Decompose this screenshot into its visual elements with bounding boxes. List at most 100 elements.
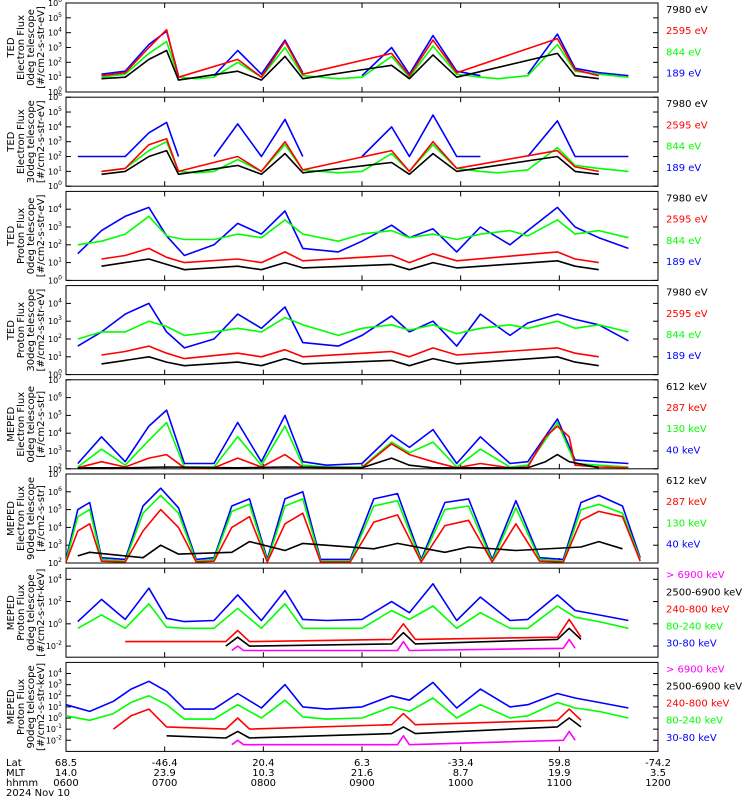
y-tick-label: 102 xyxy=(48,596,62,607)
y-tick-label: 103 xyxy=(48,315,62,326)
legend-entry: 7980 eV xyxy=(666,193,708,204)
y-axis-label: [#/cm2-s-str-eV] xyxy=(36,100,47,183)
panel-frame xyxy=(65,379,659,470)
legend-entry: 189 eV xyxy=(666,69,701,80)
legend-entry: 189 eV xyxy=(666,351,701,362)
y-axis-label: [#/cm2-s-str-eV] xyxy=(36,6,47,89)
y-axis-label: MEPED xyxy=(6,407,17,442)
y-tick-label: 106 xyxy=(48,91,62,102)
x-row-value: 19.9 xyxy=(548,768,571,779)
legend-entry: 189 eV xyxy=(666,257,701,268)
series-line xyxy=(77,583,629,623)
y-axis-label: TED xyxy=(6,131,17,152)
y-tick-label: 101 xyxy=(48,257,62,268)
x-row-value: 6.3 xyxy=(354,758,370,769)
y-axis-label: MEPED xyxy=(6,689,17,724)
y-axis-label: Electron Flux xyxy=(16,109,27,174)
y-axis-label: Proton Flux xyxy=(16,302,27,358)
y-axis-label: 0deg telescope xyxy=(26,9,37,86)
series-line xyxy=(65,487,641,561)
y-axis-label: [#/cm2-s-str-keV] xyxy=(36,663,47,751)
series-line xyxy=(225,627,582,647)
legend-entry: 189 eV xyxy=(666,163,701,174)
legend-entry: 2500-6900 keV xyxy=(666,682,742,693)
legend-entry: 7980 eV xyxy=(666,5,708,16)
legend-entry: 612 keV xyxy=(666,476,707,487)
y-tick-label: 101 xyxy=(48,71,62,82)
y-tick-label: 102 xyxy=(48,56,62,67)
y-axis-label: Electron Flux xyxy=(16,392,27,457)
y-axis-label: 90deg telescope xyxy=(26,665,37,748)
legend-entry: 80-240 keV xyxy=(666,716,723,727)
series-line xyxy=(77,114,629,158)
panel-ted-p-0: 100 101 102 103 104 TED Proton Flux 0deg telesc… xyxy=(6,190,708,285)
series-line xyxy=(77,215,629,246)
x-row-value: 3.5 xyxy=(650,768,666,779)
y-tick-label: 104 xyxy=(48,27,62,38)
x-row-value: 0800 xyxy=(250,778,277,789)
panel-ted-p-30: 100 101 102 103 104 TED Proton Flux 30deg teles… xyxy=(6,285,708,380)
legend-entry: 240-800 keV xyxy=(666,604,730,615)
legend-entry: > 6900 keV xyxy=(666,570,725,581)
y-tick-label: 104 xyxy=(48,297,62,308)
legend-entry: 80-240 keV xyxy=(666,622,723,633)
y-tick-label: 105 xyxy=(48,504,62,515)
y-axis-label: TED xyxy=(6,226,17,247)
x-row-value: 8.7 xyxy=(452,768,469,779)
legend-entry: 30-80 keV xyxy=(666,639,717,650)
y-tick-label: 106 xyxy=(48,392,62,403)
y-tick-label: 104 xyxy=(48,573,62,584)
y-axis-label: [#/cm2-s-str-keV] xyxy=(36,568,47,656)
y-tick-label: 102 xyxy=(48,690,62,701)
legend-entry: 612 keV xyxy=(666,382,707,393)
legend-entry: 30-80 keV xyxy=(666,733,717,744)
panel-meped-e-90: 102 103 104 105 106 107 MEPED Electron Flux 90de… xyxy=(6,468,707,568)
x-row-value: 1100 xyxy=(546,778,573,789)
series-line xyxy=(77,206,629,257)
x-row-label: hhmm xyxy=(6,778,39,789)
series-line xyxy=(101,247,599,264)
y-axis-label: MEPED xyxy=(6,501,17,536)
y-tick-label: 103 xyxy=(48,679,62,690)
y-tick-label: 107 xyxy=(48,468,62,479)
y-tick-label: 104 xyxy=(48,203,62,214)
y-tick-label: 102 xyxy=(48,557,62,568)
y-axis-label: [#/cm2-s-str] xyxy=(36,391,47,458)
y-axis-label: [#/cm2-s-str] xyxy=(36,485,47,552)
x-row-label: Lat xyxy=(6,758,22,769)
y-axis-label: Proton Flux xyxy=(16,208,27,264)
x-row-value: -74.2 xyxy=(645,758,671,769)
y-tick-label: 101 xyxy=(48,165,62,176)
y-axis-label: MEPED xyxy=(6,595,17,630)
series-line xyxy=(77,316,629,340)
series-line xyxy=(65,508,641,563)
panel-frame xyxy=(65,190,659,281)
y-axis-label: 0deg telescope xyxy=(26,574,37,651)
series-line xyxy=(77,603,629,630)
legend-entry: 2595 eV xyxy=(666,215,708,226)
panel-ted-e-0: 100 101 102 103 104 105 106 TED Electron Flux 0de… xyxy=(6,0,708,97)
series-line xyxy=(101,28,599,78)
x-row-value: -46.4 xyxy=(151,758,178,769)
series-line xyxy=(231,638,576,652)
legend-entry: 844 eV xyxy=(666,142,701,153)
y-tick-label: 100 xyxy=(48,618,62,629)
y-axis-label: [#/cm2-s-str-eV] xyxy=(36,194,47,277)
x-axis-table: Lat 68.5 -46.4 20.4 6.3 -33.4 59.8 -74.2 MLT 14.0… xyxy=(0,757,750,800)
y-tick-label: 100 xyxy=(48,180,62,191)
date-label: 2024 Nov 10 xyxy=(6,788,71,799)
y-axis-label: 30deg telescope xyxy=(26,289,37,372)
y-tick-label: 102 xyxy=(48,151,62,162)
y-tick-label: 100 xyxy=(48,712,62,723)
x-row-value: 23.9 xyxy=(153,768,176,779)
series-line xyxy=(77,409,629,466)
y-tick-label: 107 xyxy=(48,374,62,385)
series-line xyxy=(65,695,629,722)
legend-entry: 130 keV xyxy=(666,424,707,435)
series-line xyxy=(231,730,576,746)
y-tick-label: 104 xyxy=(48,521,62,532)
x-row-value: 59.8 xyxy=(548,758,571,769)
series-line xyxy=(125,618,582,643)
y-tick-label: 104 xyxy=(48,121,62,132)
